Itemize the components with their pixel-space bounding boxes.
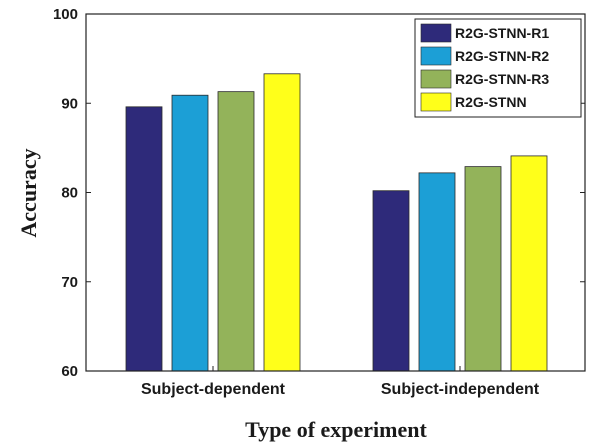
bar-r2g-stnn-r2-subject-dependent	[171, 94, 209, 372]
legend-swatch	[420, 23, 452, 43]
legend-swatch	[420, 92, 452, 112]
bars-group	[125, 73, 548, 372]
y-tick-label: 70	[61, 274, 78, 291]
bar-r2g-stnn-r3-subject-independent	[464, 166, 502, 372]
y-axis-ticks: 60 70 80 90 100	[53, 6, 585, 380]
legend-label: R2G-STNN	[455, 94, 527, 110]
bar-r2g-stnn-r1-subject-dependent	[125, 106, 163, 372]
bar-r2g-stnn-r2-subject-independent	[418, 172, 456, 372]
legend-label: R2G-STNN-R2	[455, 48, 549, 64]
bar-r2g-stnn-subject-dependent	[263, 73, 301, 372]
x-axis-title: Type of experiment	[245, 417, 427, 442]
legend-label: R2G-STNN-R1	[455, 25, 549, 41]
legend-swatch	[420, 69, 452, 89]
bar-r2g-stnn-subject-independent	[510, 155, 548, 372]
bar-r2g-stnn-r1-subject-independent	[372, 190, 410, 372]
y-tick-label: 90	[61, 95, 78, 112]
legend-label: R2G-STNN-R3	[455, 71, 549, 87]
legend: R2G-STNN-R1 R2G-STNN-R2 R2G-STNN-R3 R2G-STN…	[414, 18, 582, 118]
x-axis-ticks: Subject-dependent Subject-independent	[141, 366, 540, 398]
y-tick-label: 60	[61, 363, 78, 380]
y-tick-label: 80	[61, 185, 78, 202]
legend-swatch	[420, 46, 452, 66]
bar-r2g-stnn-r3-subject-dependent	[217, 91, 255, 372]
y-tick-label: 100	[53, 6, 78, 23]
x-tick-label: Subject-independent	[381, 381, 540, 398]
x-tick-label: Subject-dependent	[141, 381, 286, 398]
y-axis-title: Accuracy	[16, 148, 41, 237]
